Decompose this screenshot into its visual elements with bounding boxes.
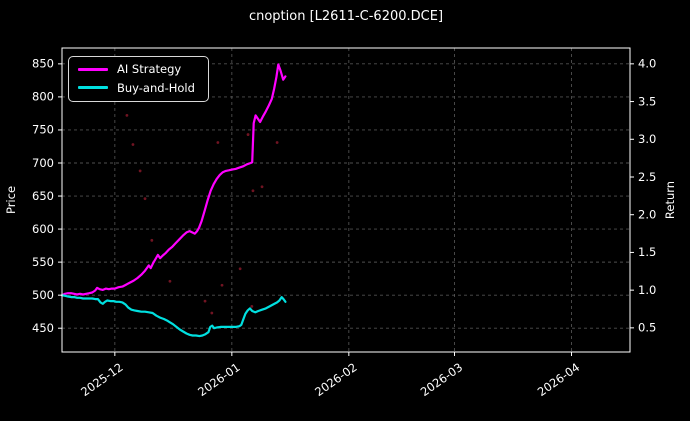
legend-label: Buy-and-Hold	[117, 80, 195, 95]
trade-marker-dot	[275, 141, 279, 144]
y-tick-label-left: 600	[32, 222, 54, 236]
trade-marker-dot	[251, 189, 255, 193]
trade-marker-dot	[238, 267, 242, 271]
y-axis-label-left: Price	[4, 186, 18, 214]
y-tick-label-left: 700	[32, 156, 54, 170]
buy-and-hold-line	[60, 294, 287, 338]
chart-title: cnoption [L2611-C-6200.DCE]	[248, 9, 444, 24]
trade-marker-dot	[131, 143, 135, 146]
y-tick-label-left: 800	[32, 90, 54, 104]
y-tick-label-left: 750	[32, 123, 54, 137]
trade-marker-dot	[203, 299, 207, 303]
x-tick-label: 2026-04	[535, 360, 582, 399]
legend-label: AI Strategy	[117, 62, 182, 76]
y-tick-label-left: 450	[32, 321, 54, 335]
legend-line-swatch	[78, 86, 108, 90]
y-tick-label-left: 850	[32, 57, 54, 71]
grid-layer	[62, 48, 630, 352]
trade-marker-dot	[260, 185, 264, 189]
trade-marker-dot	[220, 283, 224, 287]
series-layer	[60, 63, 287, 338]
legend-item-buy-and-hold: Buy-and-Hold	[78, 80, 195, 95]
trade-markers-layer	[125, 114, 279, 315]
y-tick-label-right: 1.0	[638, 283, 656, 297]
ai-strategy-line	[60, 63, 287, 297]
trade-marker-dot	[168, 279, 172, 283]
y-tick-label-left: 650	[32, 189, 54, 203]
y-axis-label-right: Return	[663, 181, 677, 219]
trade-marker-dot	[210, 311, 214, 315]
trade-marker-dot	[216, 141, 220, 144]
x-tick-label: 2026-02	[312, 360, 359, 399]
y-tick-label-right: 2.0	[638, 208, 656, 222]
trade-marker-dot	[150, 238, 154, 242]
legend: AI Strategy Buy-and-Hold	[68, 56, 209, 103]
y-tick-label-right: 1.5	[638, 245, 656, 259]
y-tick-label-left: 500	[32, 288, 54, 302]
x-tick-label: 2025-12	[78, 360, 125, 399]
y-tick-label-right: 3.0	[638, 132, 656, 146]
y-tick-label-right: 4.0	[638, 57, 656, 71]
y-tick-label-right: 3.5	[638, 94, 656, 108]
trade-marker-dot	[143, 197, 147, 201]
trade-marker-dot	[125, 114, 129, 117]
y-tick-label-right: 2.5	[638, 170, 656, 184]
trade-marker-dot	[250, 305, 254, 308]
y-tick-label-left: 550	[32, 255, 54, 269]
plot-border	[61, 47, 631, 353]
trade-marker-dot	[246, 133, 250, 136]
y-tick-label-right: 0.5	[638, 321, 656, 335]
tick-layer: 450 500 550 600 650 700 750 800 850 0.5 1.0 1.5 2.0 2…	[32, 57, 656, 399]
x-tick-label: 2026-01	[195, 360, 242, 399]
trade-marker-dot	[138, 169, 142, 173]
legend-line-swatch	[78, 67, 108, 71]
x-tick-label: 2026-03	[418, 360, 465, 399]
legend-item-ai-strategy: AI Strategy	[78, 63, 195, 76]
